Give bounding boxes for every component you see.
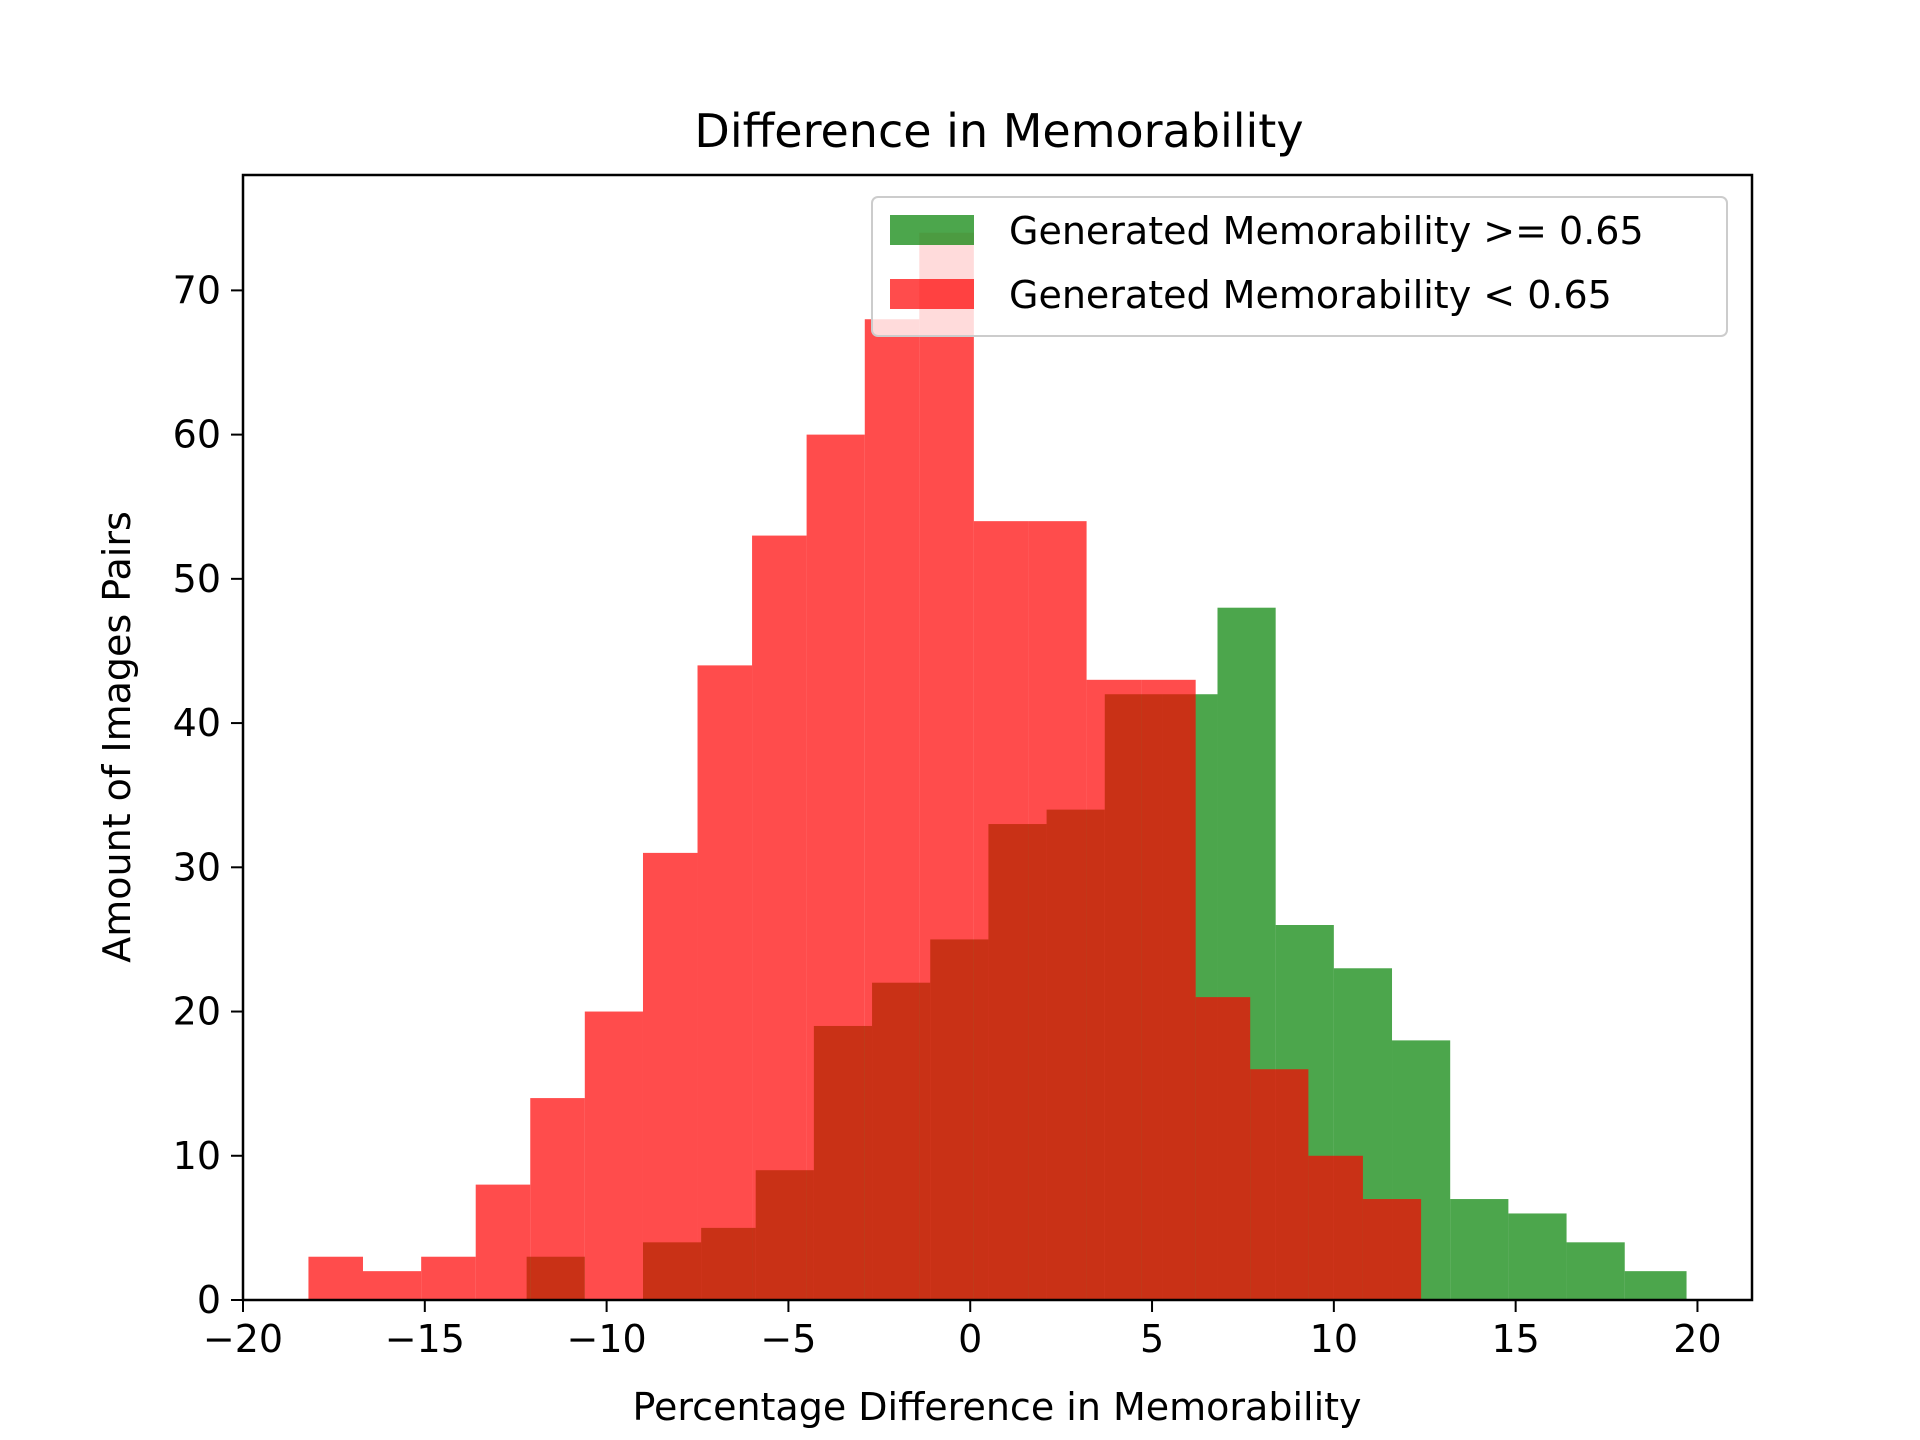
histogram-bar	[530, 1098, 585, 1300]
histogram-bar	[1028, 521, 1087, 1300]
y-tick-label: 10	[173, 1134, 221, 1178]
histogram-bar	[806, 434, 865, 1300]
x-tick-label: 10	[1310, 1317, 1358, 1361]
legend-frame	[871, 196, 1728, 337]
legend-label: Generated Memorability >= 0.65	[1009, 209, 1644, 253]
y-tick-label: 40	[173, 701, 221, 745]
histogram-bar	[1086, 679, 1142, 1300]
y-axis: 0 10 20 30 40 50 60 70	[173, 268, 243, 1322]
x-tick-label: 0	[958, 1317, 982, 1361]
legend: Generated Memorability >= 0.65 Generated …	[871, 196, 1728, 337]
histogram-bar	[475, 1184, 531, 1300]
histogram-bar	[1566, 1242, 1625, 1300]
plot-area-frame	[241, 173, 1754, 1302]
histogram-bar	[421, 1256, 476, 1300]
histogram-bar	[1624, 1271, 1687, 1300]
x-tick-label: −10	[567, 1317, 647, 1361]
histogram-bar	[1450, 1199, 1509, 1300]
histogram-bar	[1250, 1069, 1309, 1300]
y-axis-label: Amount of Images Pairs	[95, 511, 139, 962]
y-tick-label: 0	[197, 1278, 221, 1322]
x-tick-label: 5	[1140, 1317, 1164, 1361]
x-tick-label: −15	[385, 1317, 465, 1361]
y-tick-label: 30	[173, 845, 221, 889]
x-tick-label: −20	[203, 1317, 283, 1361]
histogram-bar	[1508, 1213, 1567, 1300]
legend-swatch	[890, 215, 974, 245]
x-tick-label: 20	[1673, 1317, 1721, 1361]
histogram-bar	[697, 665, 753, 1300]
histogram-bar	[308, 1256, 363, 1300]
y-tick-label: 20	[173, 990, 221, 1034]
histogram-bar	[642, 852, 698, 1300]
x-tick-label: 15	[1491, 1317, 1539, 1361]
x-axis-label: Percentage Difference in Memorability	[632, 1385, 1361, 1429]
y-tick-label: 70	[173, 268, 221, 312]
series-low-memorability	[308, 232, 1422, 1301]
x-tick-label: −5	[760, 1317, 816, 1361]
histogram-bar	[752, 535, 807, 1300]
histogram-bar	[973, 521, 1029, 1300]
histogram-bar	[864, 319, 920, 1301]
histogram-bar	[362, 1271, 422, 1300]
chart-title: Difference in Memorability	[694, 104, 1303, 158]
histogram-bar	[919, 232, 974, 1301]
histogram-bar	[1362, 1199, 1422, 1300]
x-axis: −20 −15 −10 −5 0 5 10 15 20	[203, 1300, 1722, 1361]
histogram-bar	[584, 1011, 643, 1300]
histogram-bar	[1308, 1155, 1363, 1300]
histogram-bar	[1195, 997, 1251, 1300]
legend-swatch	[890, 279, 974, 309]
y-tick-label: 60	[173, 413, 221, 457]
histogram-bar	[1141, 679, 1196, 1300]
y-tick-label: 50	[173, 557, 221, 601]
legend-label: Generated Memorability < 0.65	[1009, 273, 1612, 317]
